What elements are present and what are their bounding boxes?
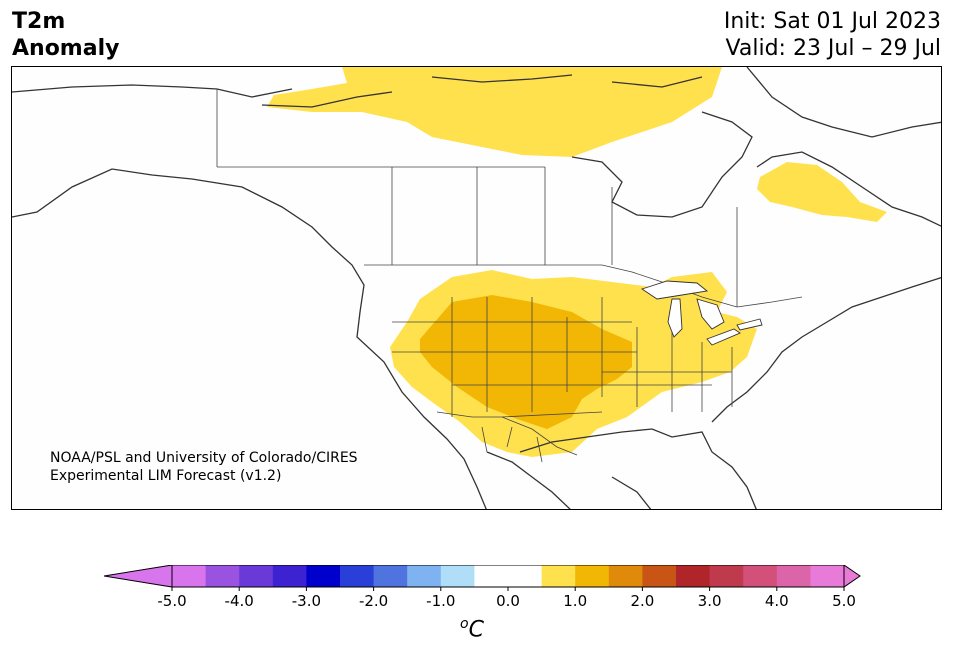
lake-huron: [696, 298, 725, 330]
colorbar-tick-label: 3.0: [698, 592, 722, 610]
colorbar-bin: [709, 565, 744, 587]
colorbar-bin: [642, 565, 677, 587]
colorbar-tick-label: 0.0: [496, 592, 520, 610]
us-state-lines: [392, 297, 733, 418]
colorbar-bin: [205, 565, 240, 587]
forecast-dates: Init: Sat 01 Jul 2023 Valid: 23 Jul – 29…: [724, 8, 941, 62]
colorbar-over-arrow: [843, 564, 861, 588]
canada-province-lines: [216, 89, 738, 307]
coastline-gulf-east: [519, 428, 757, 509]
us-mexico-border: [436, 411, 578, 456]
colorbar-tick-label: -1.0: [426, 592, 455, 610]
colorbar-bin: [575, 565, 610, 587]
colorbar-bin: [239, 565, 274, 587]
colorbar-bin: [676, 565, 711, 587]
colorbar-bin: [474, 565, 509, 587]
colorbar-bin: [373, 565, 408, 587]
colorbar-unit: oC: [460, 616, 484, 642]
coastline-labrador: [756, 151, 941, 227]
credit-line-2: Experimental LIM Forecast (v1.2): [50, 468, 282, 484]
colorbar-bin: [306, 565, 341, 587]
lake-michigan: [667, 298, 683, 338]
colorbar-bin: [508, 565, 543, 587]
title-line-2: Anomaly: [12, 36, 120, 61]
colorbar-bin: [172, 565, 207, 587]
anomaly-core-region: [420, 295, 632, 429]
lake-erie: [706, 328, 741, 346]
colorbar-tick-label: -2.0: [359, 592, 388, 610]
unit-degree-symbol: o: [460, 616, 469, 632]
colorbar-tick-label: 4.0: [765, 592, 789, 610]
credit-line-1: NOAA/PSL and University of Colorado/CIRE…: [50, 450, 358, 466]
colorbar-bin: [407, 565, 442, 587]
colorbar-bin: [810, 565, 845, 587]
title-line-1: T2m: [12, 9, 66, 34]
init-date: Init: Sat 01 Jul 2023: [723, 9, 941, 34]
map-canvas: [12, 67, 941, 509]
coastlines: [12, 67, 941, 509]
coastline-mexico: [486, 451, 652, 509]
colorbar-bin: [340, 565, 375, 587]
colorbar-bin: [608, 565, 643, 587]
colorbar-tick-label: 1.0: [563, 592, 587, 610]
colorbar-bin: [541, 565, 576, 587]
unit-celsius: C: [468, 617, 484, 643]
great-lakes: [640, 280, 763, 346]
colorbar-tick-label: 5.0: [832, 592, 856, 610]
lake-superior: [640, 280, 709, 300]
coastline-west: [12, 168, 487, 509]
us-canada-border: [364, 264, 803, 308]
colorbar-tick-label: -4.0: [225, 592, 254, 610]
map-title: T2m Anomaly: [12, 8, 119, 62]
colorbar-tick-label: -5.0: [157, 592, 186, 610]
colorbar-under-arrow: [103, 564, 173, 588]
data-credit: NOAA/PSL and University of Colorado/CIRE…: [50, 449, 358, 485]
coastline-alaska-north: [12, 84, 293, 98]
valid-date: Valid: 23 Jul – 29 Jul: [725, 36, 941, 61]
colorbar-svg: -5.0 -4.0 -3.0 -2.0 -1.0 0.0 1.0 2.0 3.0 4.0 5.0: [103, 564, 861, 610]
colorbar: -5.0 -4.0 -3.0 -2.0 -1.0 0.0 1.0 2.0 3.0 4.0 5.0: [103, 564, 864, 619]
political-borders: [216, 89, 803, 463]
anomaly-region-arctic-canada: [267, 67, 722, 157]
coastline-arctic-islands: [261, 67, 941, 138]
colorbar-tick-label: -3.0: [292, 592, 321, 610]
colorbar-tick-label: 2.0: [630, 592, 654, 610]
colorbar-bin: [776, 565, 811, 587]
coastline-hudson-bay: [571, 111, 753, 218]
coastline-atlantic: [711, 276, 941, 423]
anomaly-strong-fill: [420, 295, 632, 429]
anomaly-region-quebec: [757, 162, 887, 222]
colorbar-bin: [743, 565, 778, 587]
map-panel: NOAA/PSL and University of Colorado/CIRE…: [11, 66, 942, 510]
lake-ontario: [736, 318, 763, 331]
colorbar-bin: [272, 565, 307, 587]
mexico-state-lines: [481, 426, 543, 463]
colorbar-bin: [440, 565, 475, 587]
